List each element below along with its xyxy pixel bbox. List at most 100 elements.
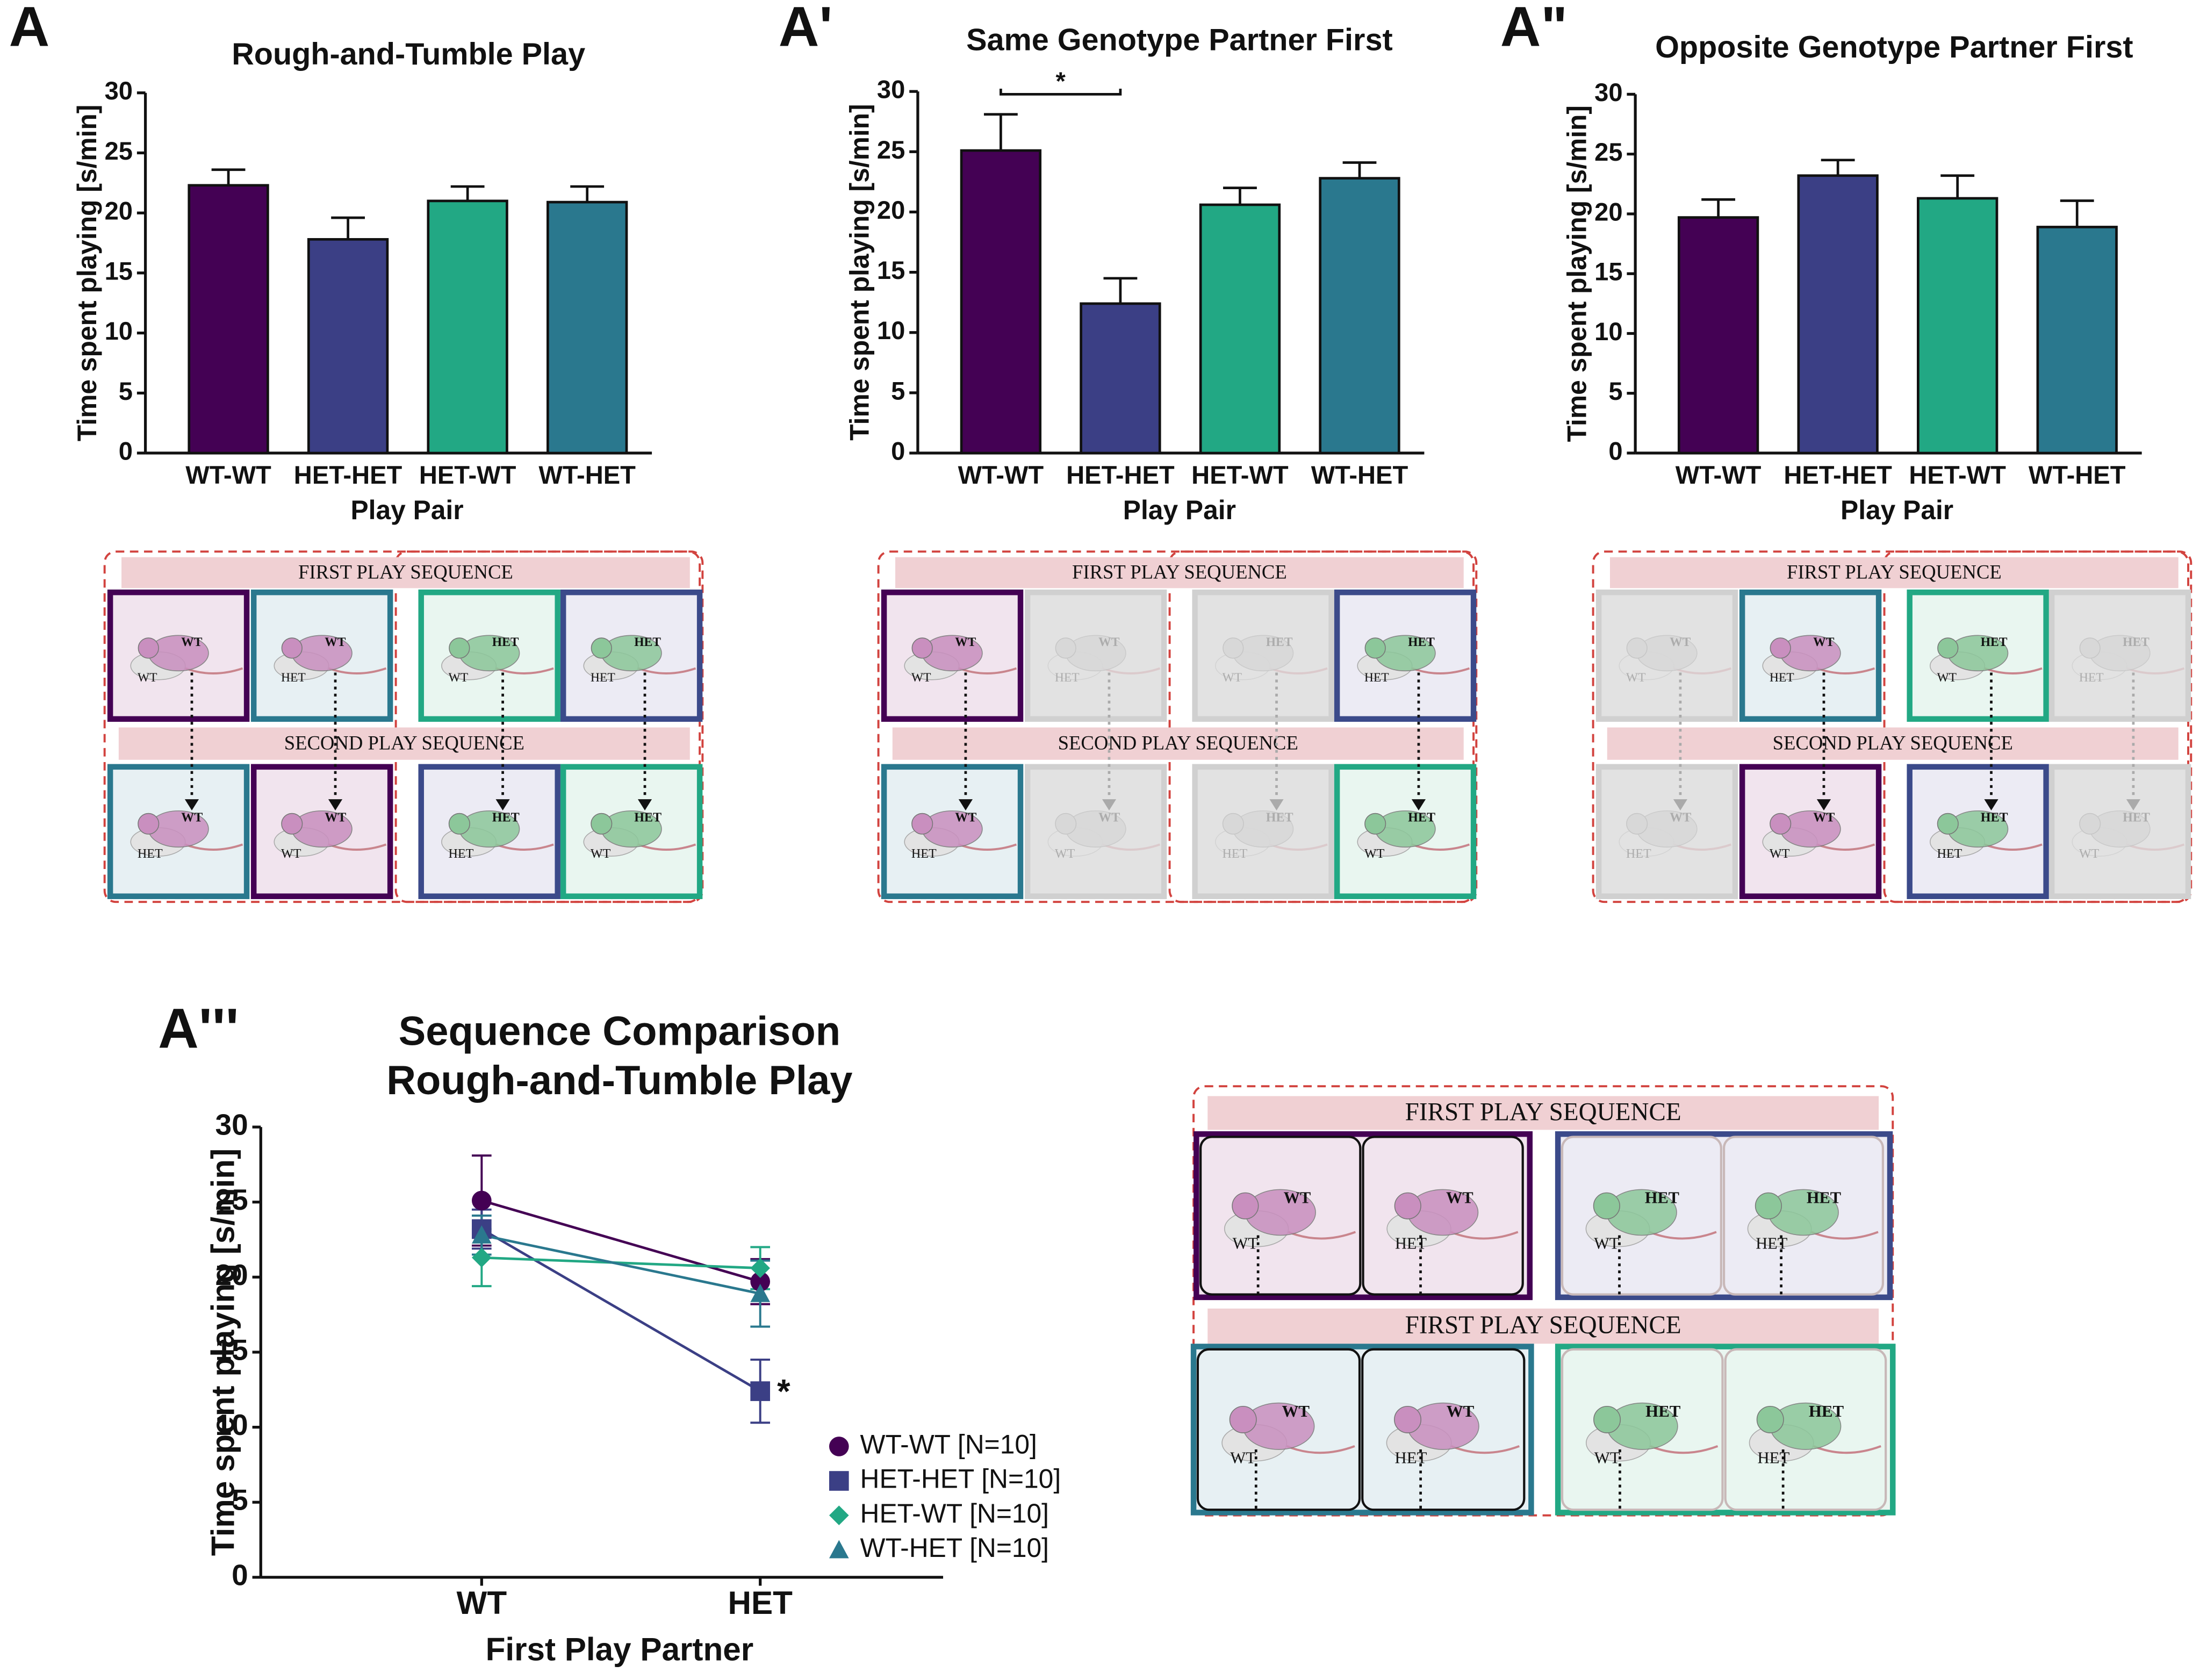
sequence-banner-label: SECOND PLAY SEQUENCE — [1773, 732, 2013, 754]
rat-head — [591, 637, 612, 659]
genotype-label: WT — [955, 811, 976, 825]
diagram-frame — [1592, 550, 2190, 903]
rat-tail — [495, 843, 554, 851]
genotype-label: WT — [1282, 1402, 1310, 1420]
rat-tail — [959, 843, 1017, 851]
y-tick-label: 0 — [119, 436, 133, 465]
rat-head — [911, 813, 933, 835]
y-tick-label: 20 — [105, 197, 133, 225]
rat-head — [1394, 1192, 1421, 1219]
rat-head — [2079, 637, 2101, 659]
genotype-label: HET — [1394, 1448, 1427, 1467]
genotype-label: HET — [1266, 811, 1293, 825]
genotype-label: WT — [1230, 1448, 1256, 1467]
x-axis-label: Play Pair — [1841, 495, 1953, 525]
rat-head — [281, 637, 303, 659]
marker — [471, 1247, 492, 1268]
y-tick-label: 5 — [891, 376, 905, 405]
rat-head — [1229, 1405, 1257, 1433]
x-axis-label: First Play Partner — [486, 1631, 754, 1668]
pairing-box — [1024, 764, 1167, 899]
y-tick-label: 15 — [877, 256, 905, 284]
rat-head — [1593, 1405, 1621, 1433]
rat-illustration: WT HET — [1619, 810, 1732, 861]
genotype-label: WT — [1364, 847, 1385, 861]
rat-head — [1937, 637, 1959, 659]
rat-tail — [2126, 843, 2185, 851]
genotype-label: WT — [1937, 671, 1957, 685]
genotype-label: WT — [591, 847, 611, 861]
sequence-arrowhead — [2126, 799, 2141, 811]
y-tick-label: 30 — [215, 1108, 248, 1141]
chart-title: Opposite Genotype Partner First — [1655, 30, 2133, 64]
sequence-banner-label: FIRST PLAY SEQUENCE — [1072, 561, 1287, 583]
chart-title: Rough-and-Tumble Play — [386, 1058, 852, 1103]
y-tick-label: 25 — [1594, 138, 1622, 166]
rat-head — [1770, 813, 1792, 835]
rat-head — [138, 637, 159, 659]
genotype-label: HET — [1266, 635, 1293, 649]
marker — [750, 1272, 771, 1292]
pairing-box — [1192, 764, 1334, 899]
rat-illustration: HET WT — [1929, 635, 2043, 685]
rat-tail — [1650, 1445, 1719, 1454]
annotation: * — [777, 1373, 790, 1410]
rat-head — [449, 637, 470, 659]
genotype-label: WT — [1626, 671, 1646, 685]
rat-illustration: WT WT — [904, 635, 1017, 685]
genotype-label: HET — [1937, 847, 1962, 861]
y-tick-label: 20 — [877, 196, 905, 224]
rat-tail — [1673, 667, 1732, 674]
x-tick-label: HET-HET — [1784, 461, 1892, 489]
x-tick-label: HET-HET — [294, 461, 402, 489]
sequence-banner — [1610, 557, 2179, 588]
pairing-box — [2048, 764, 2191, 899]
rat-head — [1223, 637, 1244, 659]
marker — [471, 1225, 492, 1244]
y-tick-label: 10 — [877, 316, 905, 344]
rat-top — [2089, 635, 2151, 672]
genotype-label: WT — [1670, 811, 1691, 825]
legend-marker — [829, 1437, 849, 1456]
x-tick-label: HET-WT — [1909, 461, 2006, 489]
genotype-label: HET — [1408, 811, 1435, 825]
y-axis-label: Time spent playing [s/min] — [1562, 105, 1592, 442]
rat-head — [1232, 1192, 1259, 1219]
rat-tail — [1984, 667, 2043, 674]
series-line — [481, 1199, 761, 1283]
x-tick-label: WT — [456, 1584, 507, 1621]
genotype-label: WT — [1594, 1448, 1620, 1467]
genotype-label: WT — [1098, 635, 1120, 649]
sequence-arrowhead — [495, 799, 510, 811]
genotype-label: HET — [1055, 671, 1080, 685]
genotype-label: HET — [591, 671, 615, 685]
rat-head — [1626, 637, 1648, 659]
rat-bottom — [2072, 827, 2127, 857]
rat-tail — [328, 843, 387, 851]
rat-tail — [1102, 843, 1161, 851]
genotype-label: HET — [1645, 1402, 1681, 1420]
rat-tail — [1269, 667, 1328, 674]
rat-tail — [1984, 843, 2043, 851]
genotype-label: HET — [1364, 671, 1389, 685]
legend-marker — [829, 1540, 849, 1559]
rat-illustration: HET WT — [2072, 810, 2185, 861]
rat-illustration: WT HET — [130, 810, 243, 861]
rat-illustration: WT HET — [1762, 635, 1875, 685]
genotype-label: HET — [492, 811, 520, 825]
pairing-subpanel — [1199, 1136, 1362, 1296]
legend-label: WT-HET [N=10] — [860, 1533, 1049, 1563]
bar — [1677, 216, 1759, 455]
chart-title: Same Genotype Partner First — [966, 23, 1393, 58]
y-tick-label: 30 — [877, 75, 905, 104]
rat-top — [1636, 810, 1698, 848]
rat-illustration: HET HET — [1929, 810, 2043, 861]
rat-illustration: HET WT — [1357, 810, 1470, 861]
x-tick-label: WT-WT — [185, 461, 271, 489]
legend-marker — [829, 1471, 849, 1491]
rat-illustration: HET HET — [2072, 635, 2185, 685]
rat-head — [448, 813, 470, 835]
diagram-frame — [394, 550, 704, 903]
rat-top — [1065, 635, 1126, 672]
